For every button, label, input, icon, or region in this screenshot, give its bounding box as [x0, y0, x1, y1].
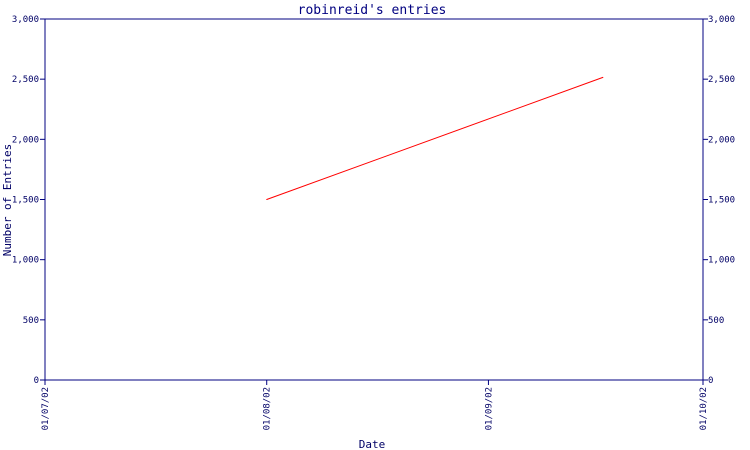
series-layer [266, 76, 604, 200]
y-tick-label-left: 1,000 [12, 256, 39, 266]
x-tick-label: 01/10/02 [699, 387, 709, 430]
y-tick-label-right: 0 [708, 376, 713, 386]
x-tick-label: 01/07/02 [41, 387, 51, 430]
x-axis-label: Date [359, 438, 386, 450]
y-tick-label-right: 500 [708, 316, 724, 326]
y-axis-left: 0 500 1,000 1,500 2,000 2,500 3,000 [12, 15, 45, 386]
plot-area [44, 18, 704, 381]
series-line [266, 76, 604, 200]
x-tick-label: 01/08/02 [263, 387, 273, 430]
y-tick-label-right: 1,500 [708, 196, 735, 206]
x-axis: 01/07/02 01/08/02 01/09/02 01/10/02 [41, 380, 709, 430]
y-tick-label-right: 1,000 [708, 256, 735, 266]
chart-title: robinreid's entries [298, 3, 447, 18]
x-tick-label: 01/09/02 [484, 387, 494, 430]
y-tick-label-right: 3,000 [708, 15, 735, 25]
y-tick-label-left: 0 [34, 376, 39, 386]
y-tick-label-left: 2,000 [12, 135, 39, 145]
y-axis-label: Number of Entries [1, 144, 14, 257]
y-tick-label-left: 2,500 [12, 75, 39, 85]
y-tick-label-right: 2,000 [708, 135, 735, 145]
y-axis-right: 0 500 1,000 1,500 2,000 2,500 3,000 [703, 15, 735, 386]
y-tick-label-right: 2,500 [708, 75, 735, 85]
data-point [602, 76, 604, 78]
y-tick-label-left: 1,500 [12, 196, 39, 206]
y-tick-label-left: 500 [23, 316, 39, 326]
y-tick-label-left: 3,000 [12, 15, 39, 25]
data-point [266, 199, 268, 200]
